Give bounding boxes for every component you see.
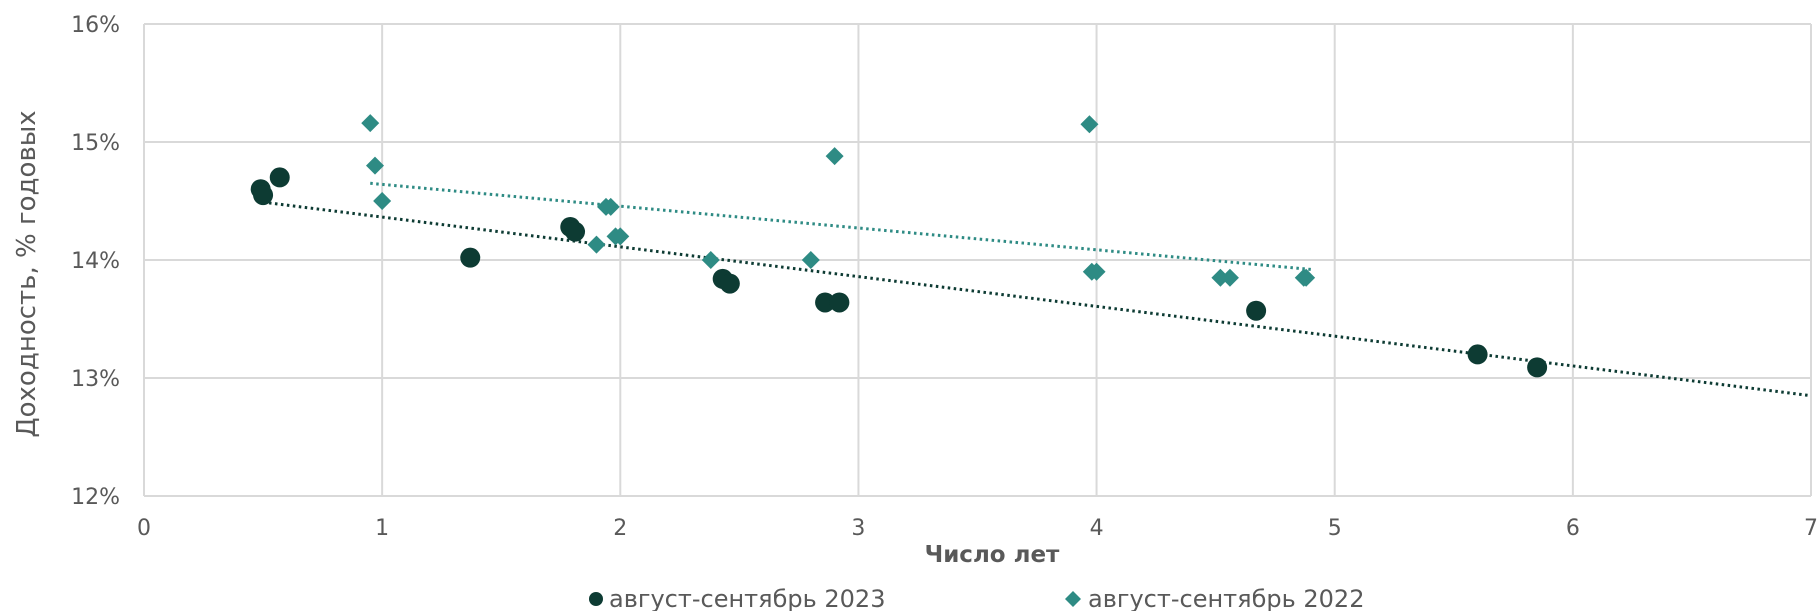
data-point-2022 bbox=[825, 147, 844, 166]
x-tick-label: 6 bbox=[1566, 516, 1580, 541]
data-point-2022 bbox=[1080, 115, 1099, 134]
data-point-2022 bbox=[365, 156, 384, 175]
data-point-2022 bbox=[373, 192, 392, 210]
data-point-2023 bbox=[269, 167, 290, 188]
legend-label-2022: август-сентябрь 2022 bbox=[1088, 585, 1364, 611]
y-tick-label: 14% bbox=[71, 249, 120, 274]
data-point-2023 bbox=[565, 221, 586, 242]
y-tick-label: 12% bbox=[71, 485, 120, 510]
data-point-2022 bbox=[587, 235, 606, 254]
axes: 0 1 2 3 4 5 6 7 12% 13% 14% 15% 16% bbox=[71, 13, 1818, 541]
x-tick-label: 5 bbox=[1328, 516, 1342, 541]
data-point-2022 bbox=[361, 114, 380, 133]
legend-label-2023: август-сентябрь 2023 bbox=[609, 585, 885, 611]
data-point-2023 bbox=[815, 292, 836, 313]
data-point-2022 bbox=[701, 251, 720, 269]
data-point-2022 bbox=[601, 197, 620, 216]
legend-marker-2022 bbox=[1065, 591, 1081, 607]
data-point-2023 bbox=[1527, 357, 1548, 378]
data-point-2022 bbox=[1297, 268, 1316, 287]
data-point-2023 bbox=[460, 247, 481, 268]
x-axis-label: Число лет bbox=[925, 542, 1060, 568]
legend-marker-2023 bbox=[589, 592, 603, 606]
legend: август-сентябрь 2023 август-сентябрь 202… bbox=[589, 585, 1364, 611]
data-point-2022 bbox=[1211, 268, 1230, 287]
x-tick-label: 3 bbox=[851, 516, 865, 541]
data-point-2023 bbox=[253, 185, 274, 206]
data-point-2022 bbox=[801, 251, 820, 269]
x-tick-label: 2 bbox=[613, 516, 627, 541]
grid bbox=[143, 23, 1812, 497]
data-point-2023 bbox=[829, 292, 850, 313]
x-tick-label: 1 bbox=[375, 516, 389, 541]
y-tick-label: 13% bbox=[71, 367, 120, 392]
data-points bbox=[250, 114, 1548, 378]
data-point-2022 bbox=[1087, 262, 1106, 281]
data-point-2023 bbox=[1467, 344, 1488, 365]
data-point-2023 bbox=[719, 273, 740, 294]
y-tick-label: 16% bbox=[71, 13, 120, 38]
data-point-2023 bbox=[1246, 300, 1267, 321]
x-tick-label: 4 bbox=[1090, 516, 1104, 541]
x-tick-label: 7 bbox=[1804, 516, 1818, 541]
data-point-2022 bbox=[611, 227, 630, 246]
data-point-2022 bbox=[1220, 268, 1239, 287]
trendlines bbox=[262, 181, 1812, 398]
y-axis-label: Доходность, % годовых bbox=[12, 110, 42, 437]
trendline bbox=[262, 200, 1812, 398]
x-tick-label: 0 bbox=[137, 516, 151, 541]
y-tick-label: 15% bbox=[71, 131, 120, 156]
trendline bbox=[370, 181, 1312, 271]
